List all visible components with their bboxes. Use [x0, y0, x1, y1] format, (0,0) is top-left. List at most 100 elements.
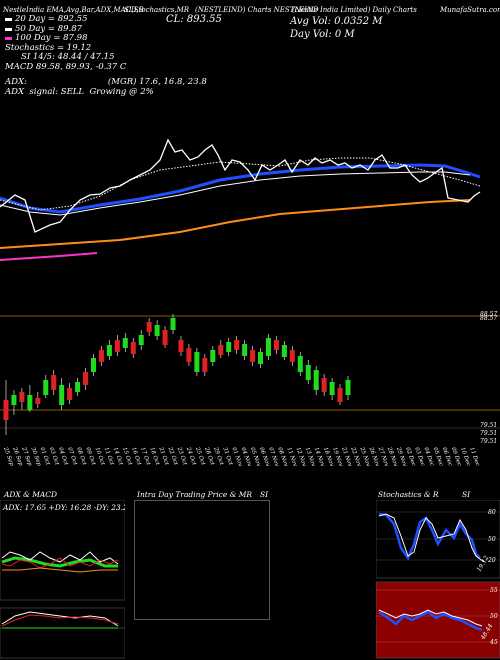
macd-red-line — [1, 614, 119, 627]
price-axis-low-2: 79.51 — [480, 430, 497, 437]
candle-body — [3, 400, 9, 420]
candle-body — [321, 378, 327, 392]
candle-body — [297, 356, 303, 372]
candle-body — [329, 382, 335, 395]
candle-body — [106, 345, 112, 356]
adx-line-2: ADX signal: SELL Growing @ 2% — [5, 87, 154, 97]
header-mid-title: SI,Stochastics,MR — [124, 6, 190, 14]
si-blue-line — [378, 610, 483, 632]
ema-lines — [0, 138, 481, 261]
stats-block: 20 Day = 892.55 50 Day = 89.87 100 Day =… — [5, 14, 127, 72]
swatch-50 — [5, 28, 12, 31]
adx-reading: ADX: 17.65 +DY: 16.28 -DY: 23.26 — [2, 503, 125, 512]
price-axis-low-1: 79.51 — [480, 422, 497, 429]
candle-body — [281, 345, 287, 357]
candle-body — [194, 352, 200, 372]
candle-body — [234, 340, 240, 350]
stoch-white-line — [378, 513, 485, 563]
candle-body — [313, 370, 319, 390]
candle-body — [27, 395, 33, 410]
ema-blue-line — [0, 163, 481, 214]
candle-body — [210, 350, 216, 362]
stat-100-day: 100 Day = 87.98 — [5, 33, 126, 44]
macd-white-line — [1, 611, 119, 627]
stat-macd: MACD 89.58, 89.93, -0.37 C — [5, 61, 127, 72]
price-axis-low-3: 79.51 — [480, 438, 497, 445]
candles — [3, 314, 351, 435]
ema-orange-line — [0, 199, 471, 249]
adx-line-1: ADX: (MGR) 17.6, 16.8, 23.8 — [5, 77, 207, 87]
si-white-line — [378, 609, 483, 627]
price-close-line — [0, 138, 481, 233]
candle-body — [186, 348, 192, 362]
si-tick-50: 50 — [490, 613, 498, 620]
adx-macd-panel: ADX: 17.65 +DY: 16.28 -DY: 23.26 — [0, 500, 125, 659]
candle-body — [59, 385, 65, 405]
stat-stochastics: Stochastics = 19.12 — [5, 42, 92, 53]
stoch-tick-50: 50 — [488, 536, 496, 543]
candle-body — [130, 342, 136, 354]
candle-body — [273, 340, 279, 350]
day-volume: Day Vol: 0 M — [290, 29, 355, 40]
stat-20-day: 20 Day = 892.55 — [5, 14, 126, 25]
candle-body — [289, 350, 295, 362]
adx-white-line — [1, 551, 119, 565]
stat-si: SI 14/5: 48.44 / 47.15 — [21, 52, 115, 62]
candle-body — [35, 398, 41, 404]
adx-green-line — [1, 556, 118, 568]
header-left-title: NestleIndia EMA,Avg,Bar,ADX,MACD,B — [3, 6, 144, 14]
avg-volume: Avg Vol: 0.0352 M — [290, 16, 383, 27]
candle-body — [98, 350, 104, 362]
candle-body — [11, 395, 17, 405]
swatch-20 — [5, 18, 12, 21]
candle-body — [178, 340, 184, 352]
stoch-panel-title-right: SI — [462, 490, 471, 499]
candle-body — [305, 365, 311, 380]
header-ticker: (NESTLEIND) Charts NESTLEIND — [195, 6, 319, 14]
candle-body — [43, 380, 49, 395]
ema-white-dotted-line — [0, 157, 481, 211]
candle-body — [202, 358, 208, 372]
price-axis-top: 88.57 — [480, 311, 497, 318]
candle-body — [258, 352, 264, 364]
candle-body — [122, 338, 128, 348]
intraday-panel — [134, 500, 270, 620]
header-right-title: (Nestle India Limited) Daily Charts — [292, 6, 417, 14]
stat-50-day: 50 Day = 89.87 — [5, 24, 126, 35]
candle-body — [51, 375, 57, 390]
intraday-panel-title: Intra Day Trading Price & MR — [137, 490, 253, 499]
candle-body — [75, 382, 81, 392]
swatch-100 — [5, 37, 12, 40]
header-source: MunafaSutra.com — [440, 6, 500, 14]
candle-body — [170, 318, 176, 330]
price-axis-top-2: 88.57 — [480, 315, 497, 322]
stoch-panel-title: Stochastics & R — [378, 490, 439, 499]
candle-body — [337, 388, 343, 402]
candle-body — [83, 372, 89, 385]
adx-panel-title: ADX & MACD — [4, 490, 58, 499]
candle-body — [218, 345, 224, 355]
candle-body — [154, 325, 160, 336]
si-tick-55: 55 — [490, 587, 498, 594]
adx-red-line — [1, 557, 119, 569]
stoch-tick-20: 20 — [487, 557, 496, 564]
candle-body — [19, 392, 25, 402]
candle-body — [226, 342, 232, 352]
stoch-tick-80: 80 — [488, 509, 496, 516]
adx-orange-line — [2, 567, 118, 573]
close-price: CL: 893.55 — [166, 14, 222, 25]
intraday-panel-title-right: SI — [260, 490, 269, 499]
candle-body — [265, 338, 271, 356]
candle-body — [90, 358, 96, 372]
candle-body — [250, 350, 256, 362]
candle-body — [67, 388, 73, 400]
candle-body — [146, 322, 152, 332]
stochastics-panel: 80 50 20 19.12 55 50 45 48.44 — [376, 500, 500, 659]
candle-body — [114, 340, 120, 352]
candle-body — [242, 344, 248, 356]
candle-body — [138, 335, 144, 345]
candle-body — [162, 330, 168, 345]
ema-magenta-line — [0, 252, 98, 261]
